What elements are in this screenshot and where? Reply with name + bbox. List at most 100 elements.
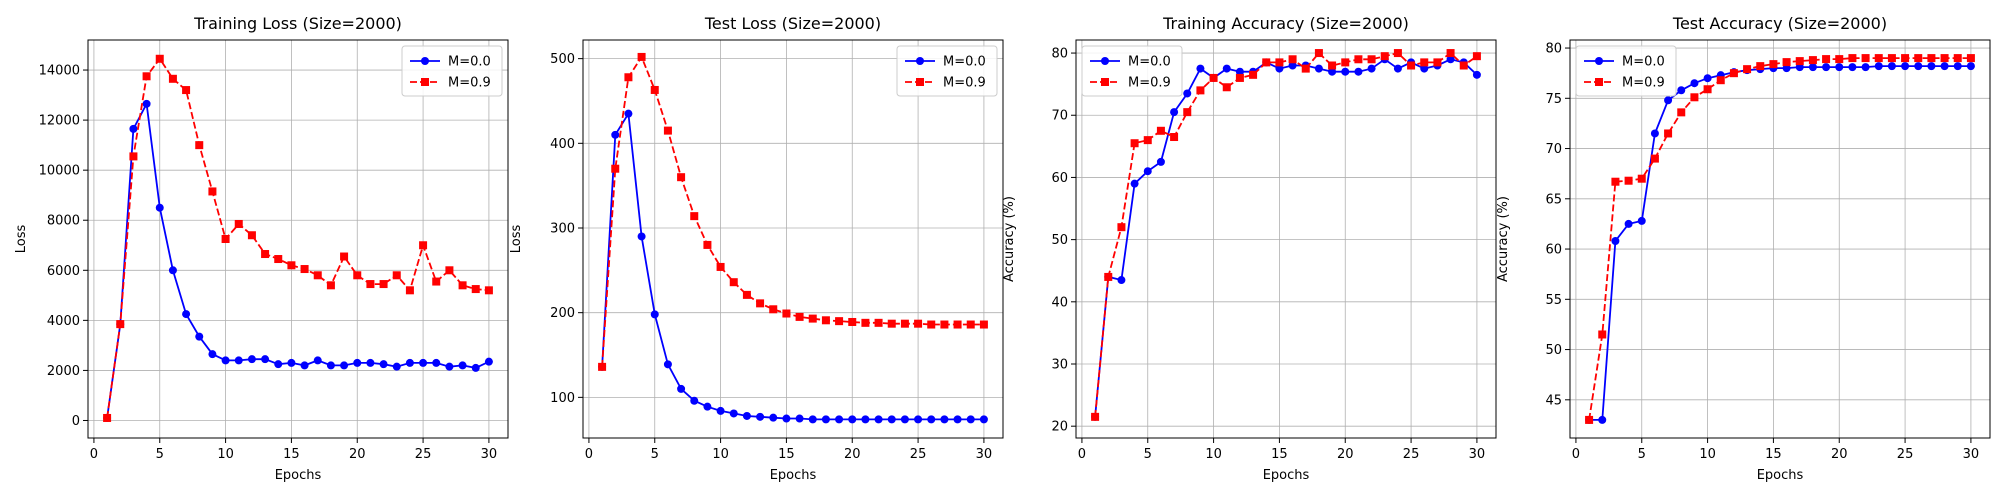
data-point (637, 232, 646, 241)
data-point (1677, 108, 1686, 117)
data-point (703, 240, 712, 249)
data-point (1117, 276, 1126, 285)
data-point (874, 415, 883, 424)
data-point (1966, 62, 1975, 71)
data-point (1170, 108, 1179, 117)
series-line-2 (601, 54, 984, 367)
series-line-1 (1589, 65, 1971, 421)
data-point (353, 271, 362, 280)
data-point (221, 356, 230, 365)
y-tick-label: 10000 (39, 164, 80, 179)
x-tick-label: 20 (844, 447, 861, 462)
y-tick-label: 2000 (47, 364, 80, 379)
data-point (835, 415, 844, 424)
data-point (445, 266, 454, 275)
data-point (1196, 64, 1205, 73)
data-point (1624, 176, 1633, 185)
data-point (1367, 64, 1376, 73)
data-point (1420, 64, 1429, 73)
x-axis-label: Epochs (1757, 468, 1804, 483)
data-point (703, 402, 712, 411)
data-point (1328, 67, 1337, 76)
data-point (1091, 412, 1100, 421)
y-tick-label: 40 (1051, 295, 1068, 310)
data-point (979, 320, 988, 329)
data-point (848, 415, 857, 424)
data-point (221, 235, 230, 243)
data-point (366, 358, 375, 367)
data-point (729, 409, 738, 418)
data-point (795, 312, 804, 321)
legend-marker (421, 57, 429, 65)
data-point (1835, 63, 1844, 72)
chart-title: Training Loss (Size=2000) (193, 14, 402, 33)
x-tick-label: 30 (1469, 447, 1486, 462)
data-point (966, 320, 975, 329)
legend-marker (1595, 57, 1603, 65)
data-point (366, 280, 375, 289)
data-point (1782, 58, 1791, 67)
legend-label: M=0.0 (1128, 55, 1171, 70)
data-point (663, 126, 672, 135)
data-point (598, 362, 607, 371)
plot-frame (87, 39, 509, 439)
data-point (1664, 129, 1673, 138)
data-point (1341, 58, 1350, 67)
data-point (729, 278, 738, 287)
x-tick-label: 15 (1271, 447, 1288, 462)
data-point (1341, 67, 1350, 76)
data-point (1275, 58, 1284, 67)
data-point (234, 356, 243, 365)
data-point (300, 361, 309, 370)
data-point (419, 358, 428, 367)
data-point (1393, 49, 1402, 58)
x-tick-label: 0 (585, 447, 593, 462)
data-point (1716, 76, 1725, 85)
y-tick-label: 30 (1051, 357, 1068, 372)
data-point (1288, 61, 1297, 70)
data-point (1887, 62, 1896, 71)
data-point (1822, 55, 1831, 64)
y-tick-label: 500 (550, 52, 575, 67)
data-point (1170, 133, 1179, 142)
data-point (1130, 179, 1139, 188)
x-tick-label: 20 (1337, 447, 1354, 462)
data-point (432, 358, 441, 367)
x-tick-label: 10 (712, 447, 729, 462)
data-point (1940, 62, 1949, 71)
data-point (195, 141, 204, 150)
chart-3: 0 5 10 15 20 25 30 20 30 40 50 60 70 80 Training Accur… (1002, 14, 1497, 483)
x-axis-label: Epochs (275, 468, 322, 483)
x-tick-label: 25 (415, 447, 432, 462)
data-point (1940, 54, 1949, 63)
y-tick-label: 6000 (47, 264, 80, 279)
chart-title: Training Accuracy (Size=2000) (1162, 14, 1409, 33)
y-tick-label: 400 (550, 137, 575, 152)
x-tick-label: 0 (1572, 447, 1580, 462)
data-point (1624, 219, 1633, 228)
data-point (1756, 62, 1765, 71)
data-point (1848, 63, 1857, 72)
data-point (1249, 70, 1258, 79)
data-point (274, 360, 283, 369)
x-tick-label: 5 (1638, 447, 1646, 462)
plot-frame (582, 39, 1004, 439)
data-point (182, 310, 191, 319)
data-point (274, 255, 283, 264)
y-axis-label: Loss (14, 225, 29, 254)
data-point (419, 241, 428, 250)
data-point (953, 415, 962, 424)
data-point (756, 299, 765, 308)
y-axis-label: Accuracy (%) (1496, 196, 1511, 282)
data-point (1874, 54, 1883, 63)
data-point (405, 358, 414, 367)
x-tick-label: 30 (976, 447, 993, 462)
data-point (1650, 154, 1659, 163)
data-point (1598, 330, 1607, 339)
x-tick-label: 15 (778, 447, 795, 462)
data-point (940, 320, 949, 329)
data-point (690, 212, 699, 221)
data-point (769, 305, 778, 314)
data-point (1235, 73, 1244, 82)
